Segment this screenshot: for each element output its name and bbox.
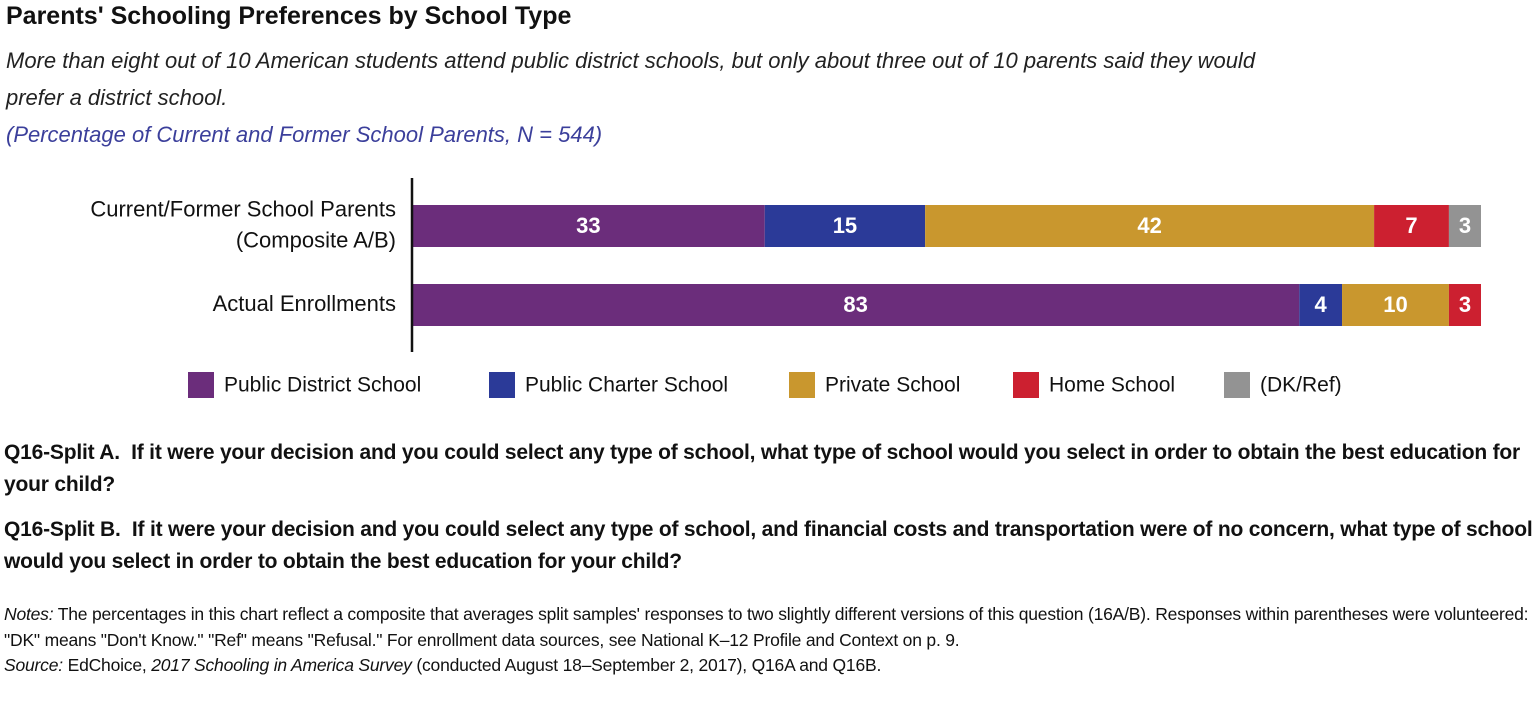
data-label: 42 <box>1137 213 1161 238</box>
y-tick-label: Actual Enrollments <box>213 291 396 316</box>
chart: Current/Former School Parents (Composite … <box>90 178 1481 398</box>
legend-swatch <box>188 372 214 398</box>
source-text: (conducted August 18–September 2, 2017),… <box>416 655 882 675</box>
chart-title: Parents' Schooling Preferences by School… <box>6 2 572 30</box>
data-label: 15 <box>833 213 857 238</box>
bar-segment <box>1448 284 1481 326</box>
legend-label: Public District School <box>224 374 421 397</box>
bar-segment <box>925 205 1375 247</box>
y-tick-label: (Composite A/B) <box>236 227 396 252</box>
data-label: 4 <box>1315 292 1328 317</box>
question-label: Q16-Split B. <box>4 518 121 541</box>
data-label: 33 <box>576 213 600 238</box>
bar-segment <box>412 205 765 247</box>
notes: Notes: The percentages in this chart ref… <box>4 602 1534 679</box>
source-label: Source: <box>4 655 63 675</box>
bar-segment <box>1374 205 1449 247</box>
question-text: If it were your decision and you could s… <box>4 518 1533 573</box>
bar-segment <box>412 284 1300 326</box>
legend-label: Home School <box>1049 374 1175 397</box>
data-label: 83 <box>843 292 867 317</box>
legend-label: (DK/Ref) <box>1260 374 1342 397</box>
legend-swatch <box>789 372 815 398</box>
bar-segment <box>1299 284 1343 326</box>
y-tick-label: Current/Former School Parents <box>90 196 396 221</box>
chart-subtitle: (Percentage of Current and Former School… <box>6 122 603 147</box>
data-label: 7 <box>1405 213 1417 238</box>
question: Q16-Split B. If it were your decision an… <box>4 514 1534 578</box>
bar-segment <box>1448 205 1481 247</box>
data-label: 3 <box>1459 292 1471 317</box>
legend-swatch <box>1224 372 1250 398</box>
legend-label: Public Charter School <box>525 374 728 397</box>
bar-segment <box>1342 284 1449 326</box>
source-title: 2017 Schooling in America Survey <box>151 655 412 675</box>
data-label: 3 <box>1459 213 1471 238</box>
notes-label: Notes: <box>4 604 54 624</box>
chart-subtitle: More than eight out of 10 American stude… <box>6 48 1256 110</box>
question-text: If it were your decision and you could s… <box>4 441 1521 496</box>
legend-swatch <box>1013 372 1039 398</box>
data-label: 10 <box>1383 292 1407 317</box>
legend-swatch <box>489 372 515 398</box>
notes-text: The percentages in this chart reflect a … <box>4 604 1529 650</box>
legend-label: Private School <box>825 374 960 397</box>
source-text: EdChoice, <box>67 655 147 675</box>
bar-segment <box>764 205 926 247</box>
question: Q16-Split A. If it were your decision an… <box>4 437 1534 501</box>
question-label: Q16-Split A. <box>4 441 120 464</box>
